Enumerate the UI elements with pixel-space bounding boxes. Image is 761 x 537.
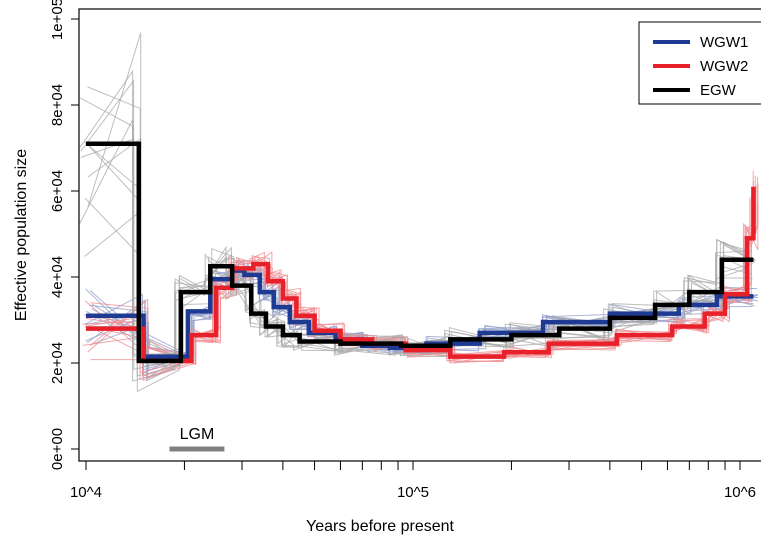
y-tick-label: 2e+04 — [49, 342, 66, 384]
x-axis-title: Years before present — [306, 518, 455, 535]
legend-label-wgw1: WGW1 — [700, 34, 748, 51]
y-axis: 0e+00 2e+04 4e+04 6e+04 8e+04 1e+05 — [49, 0, 80, 470]
x-axis: 10^4 10^5 10^6 — [70, 461, 756, 501]
y-tick-label: 8e+04 — [49, 84, 66, 126]
legend: WGW1 WGW2 EGW — [638, 21, 761, 105]
y-tick-label: 0e+00 — [49, 428, 66, 470]
x-tick-label: 10^6 — [724, 484, 756, 501]
legend-label-egw: EGW — [700, 82, 737, 99]
annotations: LGM — [169, 426, 225, 452]
lgm-label: LGM — [180, 426, 215, 443]
y-tick-label: 1e+05 — [49, 0, 66, 40]
legend-label-wgw2: WGW2 — [700, 58, 748, 75]
series-lines — [86, 141, 756, 364]
y-axis-title: Effective population size — [13, 149, 30, 321]
y-tick-label: 4e+04 — [49, 256, 66, 298]
y-tick-label: 6e+04 — [49, 170, 66, 212]
series-line-egw — [86, 141, 754, 364]
x-tick-label: 10^4 — [70, 484, 102, 501]
x-tick-label: 10^5 — [397, 484, 429, 501]
